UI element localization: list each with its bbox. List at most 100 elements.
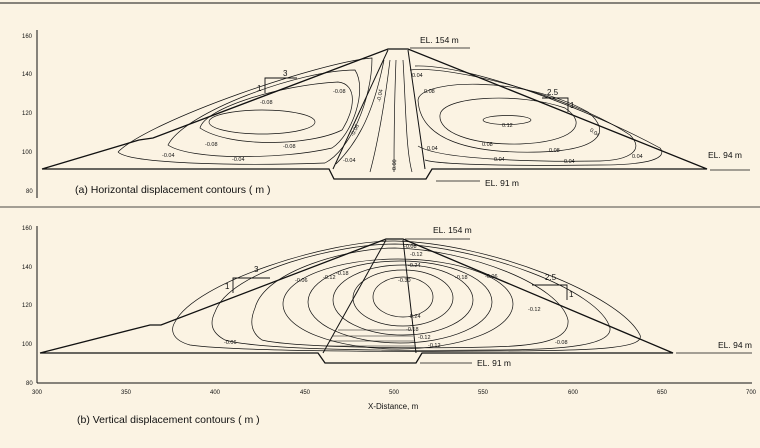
panel-a-upstream-slope-v: 1 — [257, 84, 262, 93]
panel-b-foundation-elevation: EL. 91 m — [477, 358, 511, 368]
panel-a-crest-elevation: EL. 154 m — [420, 35, 459, 45]
panel-a-downstream-slope-marker — [542, 97, 569, 112]
panel-b-caption: (b) Vertical displacement contours ( m ) — [77, 414, 260, 426]
panel-a-contour — [199, 81, 353, 143]
panel-a-contour — [335, 59, 385, 165]
panel-a-contour — [369, 59, 391, 173]
panel-a-foundation-elevation: EL. 91 m — [485, 178, 519, 188]
panel-b-contour-label: -0.06 — [224, 340, 237, 346]
panel-a-caption: (a) Horizontal displacement contours ( m… — [75, 184, 271, 196]
panel-b-contour-label: -0.18 — [455, 275, 468, 281]
panel-b-downstream-slope-marker — [532, 284, 568, 300]
panel-a-contour-label: 0.04 — [427, 146, 438, 152]
panel-b-contour-label: -0.08 — [555, 340, 568, 346]
panel-b-downstream-slope-h: 2.5 — [545, 273, 557, 282]
panel-a-y-tick: 160 — [22, 34, 33, 40]
panel-a-contour — [393, 59, 397, 173]
panel-b-contour — [211, 243, 611, 351]
panel-a-dam-outline — [41, 48, 708, 180]
panel-a-contour-label: 0.04 — [632, 154, 643, 160]
panel-b-contour-label: -0.12 — [410, 252, 423, 258]
panel-a-contour — [482, 115, 532, 125]
panel-b-contour — [372, 276, 434, 318]
panel-a-upstream-slope-marker — [264, 77, 297, 93]
panel-a-y-tick: 100 — [22, 150, 33, 156]
panel-b-contour-label: -0.06 — [295, 278, 308, 284]
panel-b-y-tick: 140 — [22, 265, 33, 271]
panel-a-contour — [402, 59, 413, 173]
panel-b-contour-label: -0.18 — [336, 271, 349, 277]
panel-a-contour — [167, 69, 360, 157]
panel-a-contour-label: -0.04 — [232, 157, 245, 163]
panel-a-core-wall — [332, 49, 389, 170]
panel-b-y-tick: 120 — [22, 303, 33, 309]
panel-a-contour-label: 0.04 — [564, 159, 575, 165]
panel-a-contour — [439, 97, 577, 145]
panel-a-contour-label: -0.04 — [343, 158, 356, 164]
panel-b-contour-label: -0.06 — [485, 274, 498, 280]
panel-b-x-tick: 650 — [657, 390, 668, 396]
panel-b-upstream-slope-v: 1 — [225, 282, 230, 291]
panel-b-x-axis-label: X-Distance, m — [368, 402, 419, 411]
panel-b-y-tick: 100 — [22, 342, 33, 348]
panel-a-contour-label: 0.08 — [424, 89, 435, 95]
panel-a-contour-label: 0.08 — [549, 148, 560, 154]
panel-a-contour — [409, 69, 637, 162]
panel-b-contour-label: -0.12 — [428, 343, 441, 349]
panel-a-contour-label: 0.12 — [502, 123, 513, 129]
panel-b-x-tick: 700 — [746, 390, 757, 396]
panel-b: 160 140 120 100 80 300 350 400 450 500 5… — [22, 225, 757, 426]
panel-a-contour-label: -0.04 — [162, 153, 175, 159]
panel-a-upstream-slope-h: 3 — [283, 69, 288, 78]
panel-b-x-tick: 300 — [32, 390, 43, 396]
panel-a-y-tick: 80 — [26, 189, 33, 195]
panel-b-upstream-slope-marker — [232, 277, 270, 293]
panel-b-upstream-slope-h: 3 — [254, 265, 259, 274]
panel-a-contour — [414, 65, 662, 166]
panel-b-contour-label: -0.18 — [406, 327, 419, 333]
panel-b-contour-label: -0.24 — [408, 314, 421, 320]
panel-a-contour-label: 0.04 — [494, 157, 505, 163]
panel-a-contour — [208, 109, 316, 135]
panel-b-contour-label: -0.24 — [408, 263, 421, 269]
panel-b-x-tick: 400 — [210, 390, 221, 396]
panel-b-contour — [172, 240, 641, 352]
panel-b-core-wall — [322, 239, 387, 354]
panel-b-contour — [307, 260, 493, 344]
panel-b-downstream-elevation: EL. 94 m — [718, 340, 752, 350]
panel-a-y-tick: 140 — [22, 72, 33, 78]
panel-a-contour-label: 0.04 — [412, 73, 423, 79]
panel-a-contour — [117, 151, 326, 165]
panel-a-contour-label: -0.08 — [283, 144, 296, 150]
panel-b-downstream-slope-v: 1 — [569, 290, 574, 299]
panel-b-x-tick: 500 — [389, 390, 400, 396]
panel-b-contour — [282, 258, 514, 350]
panel-b-contour — [251, 247, 569, 349]
panel-a-downstream-slope-v: 1 — [570, 101, 575, 110]
panel-a-contour-label: -0.04 — [377, 89, 385, 102]
panel-a-contour-label: -0.08 — [333, 89, 346, 95]
panel-a-contour-label: 0.00 — [392, 159, 398, 170]
panel-a-contour-label: -0.08 — [205, 142, 218, 148]
panel-a-contour-label: -0.08 — [260, 100, 273, 106]
panel-b-contour-label: -0.12 — [418, 335, 431, 341]
panel-a-contour-label: -0.06 — [350, 124, 361, 138]
panel-b-x-tick: 350 — [121, 390, 132, 396]
panel-b-x-tick: 550 — [478, 390, 489, 396]
panel-b-contour — [332, 264, 474, 336]
panel-b-y-tick: 80 — [26, 381, 33, 387]
panel-b-contour-label: -0.12 — [323, 275, 336, 281]
panel-b-contour-label: -0.30 — [398, 278, 411, 284]
panel-b-contour — [352, 269, 454, 327]
panel-a-contour — [117, 57, 373, 164]
panel-b-crest-elevation: EL. 154 m — [433, 225, 472, 235]
panel-b-x-tick: 600 — [568, 390, 579, 396]
panel-a: 160 140 120 100 80 -0.08 -0.08 -0.08 -0.… — [22, 30, 750, 198]
panel-a-downstream-elevation: EL. 94 m — [708, 150, 742, 160]
panel-a-core-wall — [407, 49, 426, 170]
panel-b-y-tick: 160 — [22, 226, 33, 232]
panel-a-contour-label: 0.08 — [482, 142, 493, 148]
panel-a-contour — [417, 83, 600, 153]
panel-b-contour-label: -0.08 — [404, 244, 417, 250]
panel-b-contour-label: -0.12 — [528, 307, 541, 313]
